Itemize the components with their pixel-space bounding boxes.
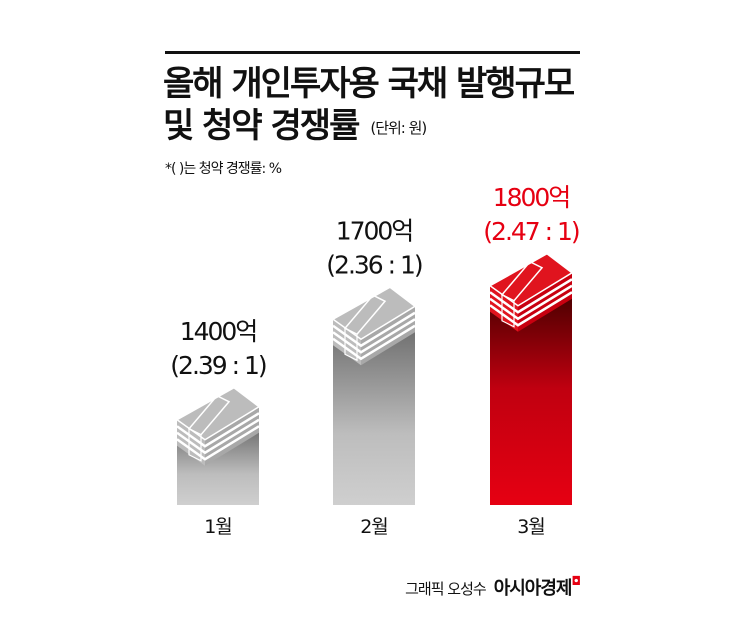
title-line-2: 및 청약 경쟁률 (단위: 원)	[163, 106, 427, 148]
stack-band-front	[188, 427, 202, 462]
bar-3	[490, 293, 572, 505]
value-label: 1800억	[493, 183, 570, 212]
stack-stripe	[489, 284, 573, 321]
stack-band-front	[501, 293, 515, 328]
brand-logo: 아시아경제	[493, 578, 573, 599]
category-label: 2월	[360, 516, 388, 538]
value-label: 1400억	[180, 317, 257, 346]
stack-stripe	[332, 324, 416, 361]
credit-line: 그래픽 오성수 아시아경제◘	[405, 574, 581, 600]
ratio-label: (2.47 : 1)	[483, 217, 579, 246]
value-label: 1700억	[336, 216, 413, 245]
stack-stripe	[176, 418, 260, 455]
category-label: 1월	[204, 516, 232, 538]
unit-label: (단위: 원)	[370, 118, 427, 137]
ratio-label: (2.39 : 1)	[170, 351, 266, 380]
stack-stripe	[176, 412, 260, 448]
stack-stripe	[332, 318, 416, 354]
stack-band-front	[344, 327, 358, 362]
brand-mark-icon: ◘	[571, 574, 581, 588]
footnote: *( )는 청약 경쟁률: %	[165, 161, 282, 177]
stack-stripe	[176, 425, 260, 461]
title-line-1: 올해 개인투자용 국채 발행규모	[163, 64, 575, 104]
ratio-label: (2.36 : 1)	[326, 250, 422, 279]
credit: 그래픽 오성수	[405, 580, 487, 598]
stack-stripe	[489, 278, 573, 314]
top-rule	[165, 51, 580, 54]
title-line-2-text: 및 청약 경쟁률	[163, 106, 360, 146]
stack-stripe	[332, 311, 416, 348]
stack-stripe	[489, 291, 573, 327]
category-label: 3월	[517, 516, 545, 538]
